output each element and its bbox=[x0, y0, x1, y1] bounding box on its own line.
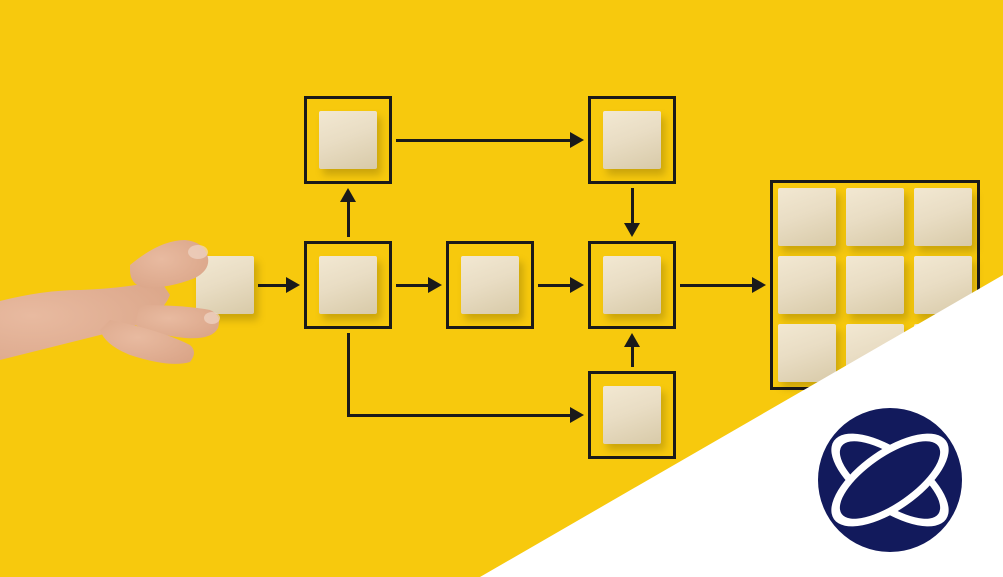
hand-illustration bbox=[0, 170, 220, 430]
diagram-stage bbox=[0, 0, 1003, 577]
arrow-bot-n3-line bbox=[631, 345, 634, 367]
grid-tile-0-0 bbox=[778, 188, 836, 246]
arrow-bot-n3-head bbox=[624, 333, 640, 347]
elbow-head bbox=[570, 407, 584, 423]
tile-top2 bbox=[603, 111, 661, 169]
grid-tile-1-2 bbox=[914, 256, 972, 314]
tile-n3 bbox=[603, 256, 661, 314]
arrow-start-n1-head bbox=[286, 277, 300, 293]
grid-tile-2-2 bbox=[914, 324, 972, 382]
elbow-v bbox=[347, 333, 350, 415]
arrow-n3-grid-line bbox=[680, 284, 754, 287]
arrow-n1-top1-head bbox=[340, 188, 356, 202]
grid-tile-1-1 bbox=[846, 256, 904, 314]
arrow-n2-n3-head bbox=[570, 277, 584, 293]
grid-tile-1-0 bbox=[778, 256, 836, 314]
arrow-n3-grid-head bbox=[752, 277, 766, 293]
tile-n1 bbox=[319, 256, 377, 314]
arrow-start-n1-line bbox=[258, 284, 288, 287]
arrow-top1-top2-line bbox=[396, 139, 572, 142]
arrow-top1-top2-head bbox=[570, 132, 584, 148]
grid-tile-0-1 bbox=[846, 188, 904, 246]
elbow-h bbox=[347, 414, 573, 417]
grid-tile-2-1 bbox=[846, 324, 904, 382]
arrow-n1-n2-head bbox=[428, 277, 442, 293]
arrow-n1-n2-line bbox=[396, 284, 430, 287]
tile-bot bbox=[603, 386, 661, 444]
arrow-n1-top1-line bbox=[347, 200, 350, 237]
tile-top1 bbox=[319, 111, 377, 169]
grid-tile-2-0 bbox=[778, 324, 836, 382]
arrow-top2-n3-head bbox=[624, 223, 640, 237]
tile-n2 bbox=[461, 256, 519, 314]
arrow-n2-n3-line bbox=[538, 284, 572, 287]
arrow-top2-n3-line bbox=[631, 188, 634, 225]
grid-tile-0-2 bbox=[914, 188, 972, 246]
